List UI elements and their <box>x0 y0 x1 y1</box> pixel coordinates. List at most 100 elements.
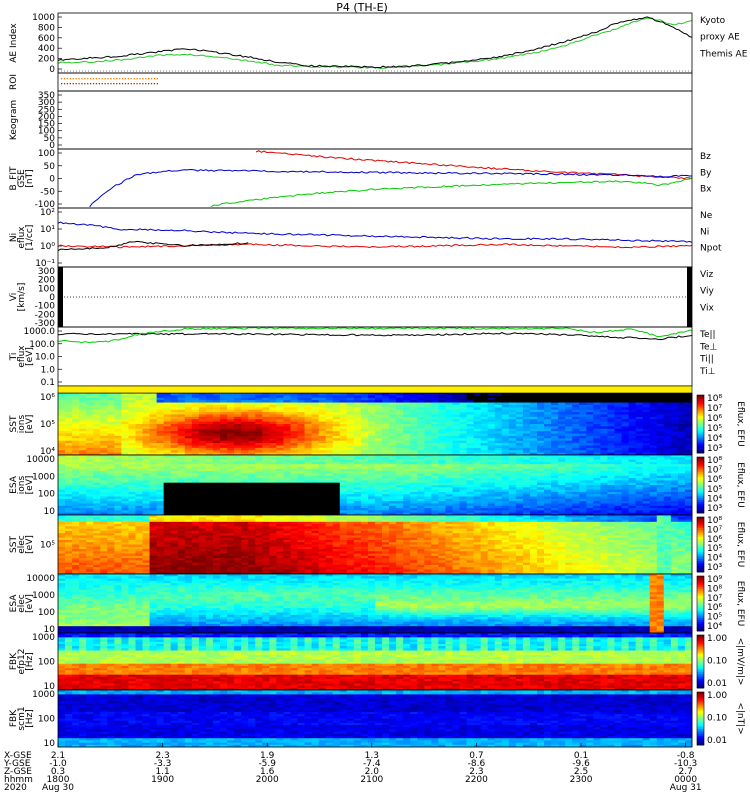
heatmap-cell <box>529 478 538 481</box>
heatmap-cell <box>283 485 291 488</box>
heatmap-cell <box>262 455 270 458</box>
heatmap-cell <box>600 400 608 403</box>
heatmap-cell <box>621 435 629 439</box>
y-tick-label: 400 <box>38 44 55 54</box>
heatmap-cell <box>248 402 256 406</box>
heatmap-cell <box>389 404 397 408</box>
heatmap-cell <box>565 491 573 495</box>
heatmap-cell <box>325 428 334 432</box>
heatmap-cell <box>438 402 446 406</box>
heatmap-cell <box>114 426 122 430</box>
heatmap-cell <box>558 466 566 470</box>
heatmap-cell <box>156 431 165 434</box>
heatmap-cell <box>191 407 200 411</box>
heatmap-cell <box>205 487 214 491</box>
heatmap-cell <box>389 426 397 430</box>
heatmap-cell <box>353 512 362 516</box>
heatmap-cell <box>234 404 242 408</box>
heatmap-cell <box>290 491 298 495</box>
heatmap-cell <box>170 445 179 449</box>
heatmap-cell <box>621 431 629 434</box>
heatmap-cell <box>339 510 348 514</box>
heatmap-cell <box>212 475 221 479</box>
heatmap-cell <box>304 435 312 439</box>
heatmap-cell <box>466 503 475 507</box>
heatmap-cell <box>544 438 552 442</box>
heatmap-cell <box>466 400 475 403</box>
heatmap-cell <box>501 455 510 458</box>
heatmap-cell <box>544 491 552 495</box>
heatmap-cell <box>537 475 545 479</box>
heatmap-cell <box>58 515 66 518</box>
heatmap-cell <box>290 468 298 472</box>
heatmap-cell <box>184 498 193 502</box>
heatmap-cell <box>163 416 172 420</box>
heatmap-cell <box>311 503 320 507</box>
heatmap-cell <box>65 440 73 444</box>
heatmap-cell <box>544 450 552 454</box>
heatmap-cell <box>579 443 587 446</box>
heatmap-cell <box>480 505 489 509</box>
heatmap-cell <box>544 512 552 516</box>
heatmap-cell <box>663 505 672 509</box>
heatmap-cell <box>262 508 270 511</box>
heatmap-cell <box>367 445 376 449</box>
heatmap-cell <box>227 447 235 451</box>
heatmap-cell <box>346 426 355 430</box>
heatmap-cell <box>522 489 531 493</box>
heatmap-cell <box>663 400 672 403</box>
heatmap-cell <box>537 409 545 413</box>
heatmap-cell <box>128 468 136 472</box>
heatmap-cell <box>339 445 348 449</box>
heatmap-cell <box>198 464 207 467</box>
heatmap-cell <box>544 409 552 413</box>
heatmap-cell <box>431 404 439 408</box>
heatmap-cell <box>184 457 193 461</box>
heatmap-cell <box>198 421 207 425</box>
colorbar-cell <box>697 509 704 512</box>
heatmap-cell <box>346 471 355 474</box>
heatmap-cell <box>459 452 467 456</box>
heatmap-cell <box>515 475 524 479</box>
heatmap-cell <box>65 414 73 418</box>
heatmap-cell <box>318 473 327 477</box>
heatmap-cell <box>128 447 136 451</box>
heatmap-cell <box>459 508 467 511</box>
heatmap-cell <box>332 494 341 497</box>
heatmap-cell <box>522 438 531 442</box>
heatmap-cell <box>445 393 453 396</box>
roi-dot <box>150 83 153 85</box>
colorbar-cell <box>697 507 704 510</box>
heatmap-cell <box>184 447 193 451</box>
heatmap-cell <box>375 494 383 497</box>
heatmap-cell <box>656 421 665 425</box>
heatmap-cell <box>304 414 312 418</box>
heatmap-cell <box>628 503 637 507</box>
heatmap-cell <box>198 412 207 415</box>
heatmap-cell <box>628 464 637 467</box>
heatmap-cell <box>544 445 552 449</box>
heatmap-cell <box>670 461 679 465</box>
heatmap-cell <box>149 400 158 403</box>
heatmap-cell <box>212 459 221 463</box>
heatmap-cell <box>58 426 66 430</box>
heatmap-cell <box>494 397 503 401</box>
heatmap-cell <box>508 416 517 420</box>
heatmap-cell <box>170 402 179 406</box>
heatmap-cell <box>142 395 150 399</box>
heatmap-cell <box>670 409 679 413</box>
heatmap-cell <box>332 512 341 516</box>
heatmap-cell <box>417 480 425 484</box>
heatmap-cell <box>515 485 524 488</box>
heatmap-cell <box>191 452 200 456</box>
heatmap-cell <box>58 393 66 396</box>
heatmap-cell <box>205 464 214 467</box>
heatmap-cell <box>100 438 108 442</box>
heatmap-cell <box>248 498 256 502</box>
heatmap-cell <box>297 455 305 458</box>
heatmap-cell <box>663 450 672 454</box>
heatmap-cell <box>586 468 594 472</box>
heatmap-cell <box>234 421 242 425</box>
heatmap-cell <box>537 440 545 444</box>
heatmap-cell <box>142 445 150 449</box>
